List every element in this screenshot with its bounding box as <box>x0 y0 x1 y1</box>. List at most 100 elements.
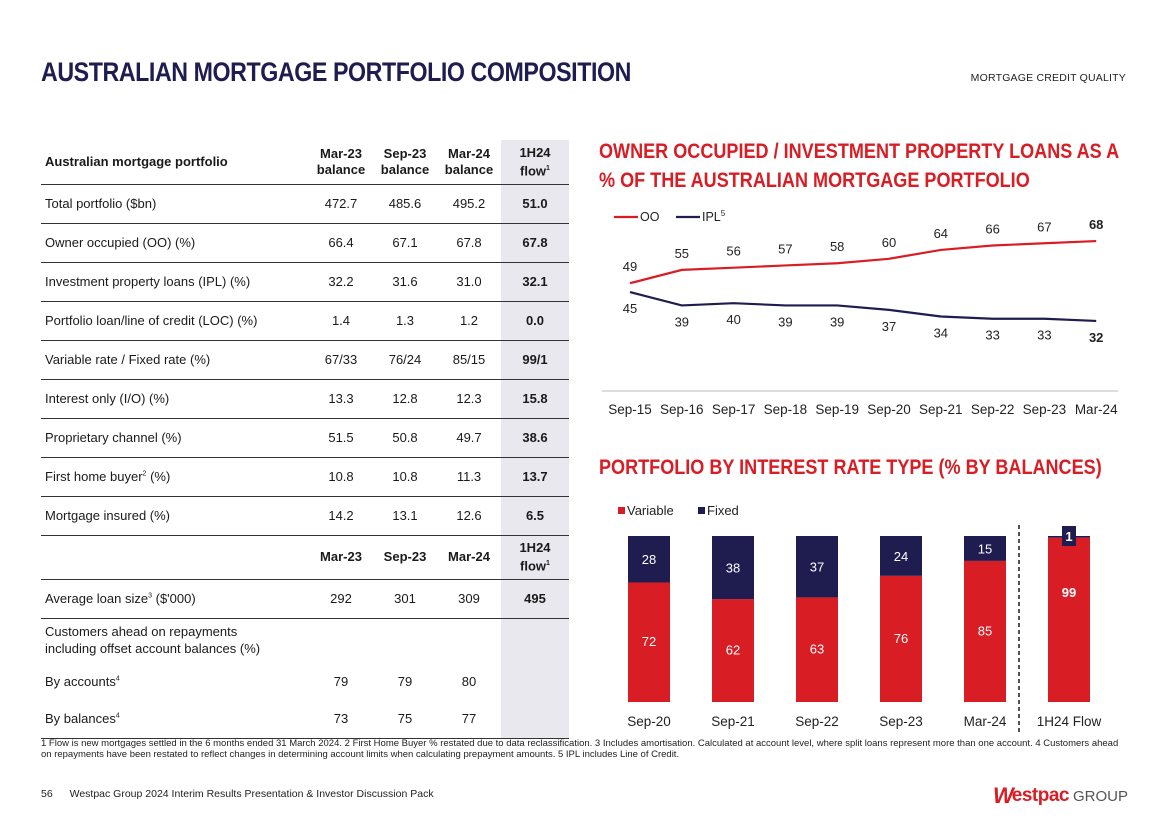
data-label: 33 <box>985 328 999 343</box>
bar-chart: Variable Fixed 72 28 Sep-20 62 38 Sep-21 63 37 Sep… <box>618 503 1102 735</box>
row-label: Portfolio loan/line of credit (LOC) (%) <box>41 301 309 341</box>
legend-swatch <box>698 507 705 514</box>
table-row: Average loan size3 ($'000) 292 301 309 495 <box>41 579 569 619</box>
tick-label: Sep-19 <box>815 402 859 417</box>
table-cell <box>501 700 569 739</box>
data-label: 63 <box>810 642 824 657</box>
row-label: Proprietary channel (%) <box>41 418 309 458</box>
col-header: Sep-23 <box>373 535 437 580</box>
table-cell: 1.2 <box>437 301 501 341</box>
table-row: Interest only (I/O) (%) 13.3 12.8 12.3 15.8 <box>41 379 569 419</box>
col-header-flow: 1H24 flow1 <box>501 140 569 185</box>
data-label: 40 <box>726 312 740 327</box>
table-cell: 13.3 <box>309 379 373 419</box>
row-label: Interest only (I/O) (%) <box>41 379 309 419</box>
table-cell: 99/1 <box>501 340 569 380</box>
data-label: 66 <box>985 221 999 236</box>
portfolio-table: Australian mortgage portfolio Mar-23 bala… <box>41 140 569 739</box>
table-row: Variable rate / Fixed rate (%) 67/33 76/24… <box>41 340 569 380</box>
legend-label: IPL5 <box>702 209 726 224</box>
table-cell <box>373 618 437 662</box>
row-label: Customers ahead on repayments including o… <box>45 624 261 657</box>
bar-fixed <box>880 536 922 576</box>
tick-label: Sep-22 <box>971 402 1015 417</box>
table-cell: 51.0 <box>501 184 569 224</box>
tick-label: Sep-23 <box>1023 402 1067 417</box>
data-label: 85 <box>978 623 992 638</box>
data-label: 24 <box>894 549 908 564</box>
table-cell: 11.3 <box>437 457 501 497</box>
legend-oo: OO <box>614 210 660 224</box>
data-label: 28 <box>642 552 656 567</box>
col-header: Sep-23 balance <box>373 140 437 185</box>
label-box <box>1062 526 1076 546</box>
row-label: Variable rate / Fixed rate (%) <box>41 340 309 380</box>
legend-fixed: Fixed <box>698 503 739 518</box>
table-cell: 12.8 <box>373 379 437 419</box>
table-cell <box>501 618 569 662</box>
table-cell: 1.3 <box>373 301 437 341</box>
table-cell: 309 <box>437 579 501 619</box>
table-cell: 10.8 <box>309 457 373 497</box>
table-cell: 67.8 <box>437 223 501 263</box>
table-row: Investment property loans (IPL) (%) 32.2 3… <box>41 262 569 302</box>
logo-group: GROUP <box>1072 787 1128 805</box>
bar-variable <box>880 575 922 702</box>
bar-fixed <box>628 536 670 583</box>
data-label: 76 <box>894 631 908 646</box>
tick-label: Sep-20 <box>867 402 911 417</box>
table-row: Owner occupied (OO) (%) 66.4 67.1 67.8 67.8 <box>41 223 569 263</box>
tick-label: Mar-24 <box>1075 402 1118 417</box>
table-row: Mortgage insured (%) 14.2 13.1 12.6 6.5 <box>41 496 569 536</box>
line-chart: OO IPL5 49 55 56 57 58 60 64 66 67 68 45 39 40 39 39 37 34… <box>602 209 1118 417</box>
table-row: By accounts4 79 79 80 <box>41 662 569 700</box>
bar-variable <box>964 560 1006 702</box>
table-cell: 73 <box>309 700 373 739</box>
table-cell <box>309 618 373 662</box>
row-label: Total portfolio ($bn) <box>41 184 309 224</box>
table-row: Customers ahead on repayments including o… <box>41 618 569 662</box>
series-line-oo <box>629 239 1097 285</box>
data-label: 56 <box>726 244 740 259</box>
table-header: Australian mortgage portfolio Mar-23 bala… <box>41 140 569 185</box>
tick-label: 1H24 Flow <box>1037 714 1102 729</box>
bar-fixed <box>796 536 838 598</box>
data-label: 33 <box>1037 328 1051 343</box>
data-label: 1 <box>1065 529 1072 544</box>
table-cell: 1.4 <box>309 301 373 341</box>
row-label: By accounts4 <box>45 673 120 689</box>
legend-variable: Variable <box>618 503 674 518</box>
table-header-2: Mar-23 Sep-23 Mar-24 1H24 flow1 <box>41 535 569 580</box>
table-cell: 13.1 <box>373 496 437 536</box>
tick-label: Sep-21 <box>711 714 755 729</box>
data-label: 38 <box>726 561 740 576</box>
data-label: 72 <box>642 634 656 649</box>
legend-ipl: IPL5 <box>676 209 726 224</box>
table-title: Australian mortgage portfolio <box>41 140 309 185</box>
legend-label: Variable <box>627 503 674 518</box>
footer-text: Westpac Group 2024 Interim Results Prese… <box>69 788 434 800</box>
table-cell: 66.4 <box>309 223 373 263</box>
table-cell <box>437 618 501 662</box>
row-label: Average loan size3 ($'000) <box>41 579 309 619</box>
data-label: 39 <box>830 314 844 329</box>
data-label: 58 <box>830 239 844 254</box>
table-cell: 79 <box>333 673 349 689</box>
tick-label: Sep-18 <box>764 402 808 417</box>
col-header: Mar-23 <box>309 535 373 580</box>
table-cell: 15.8 <box>501 379 569 419</box>
data-label: 62 <box>726 643 740 658</box>
table-cell: 31.6 <box>373 262 437 302</box>
table-cell: 38.6 <box>501 418 569 458</box>
data-label: 45 <box>623 301 637 316</box>
row-label: First home buyer2 (%) <box>41 457 309 497</box>
table-cell: 0.0 <box>501 301 569 341</box>
chart1-title: OWNER OCCUPIED / INVESTMENT PROPERTY LOA… <box>599 140 1120 192</box>
page-title: AUSTRALIAN MORTGAGE PORTFOLIO COMPOSITIO… <box>41 57 631 87</box>
table-cell: 14.2 <box>309 496 373 536</box>
data-label: 67 <box>1037 219 1051 234</box>
table-row: By balances4 73 75 77 <box>41 700 569 739</box>
col-header: Mar-23 balance <box>309 140 373 185</box>
table-cell: 49.7 <box>437 418 501 458</box>
table-cell: 292 <box>309 579 373 619</box>
